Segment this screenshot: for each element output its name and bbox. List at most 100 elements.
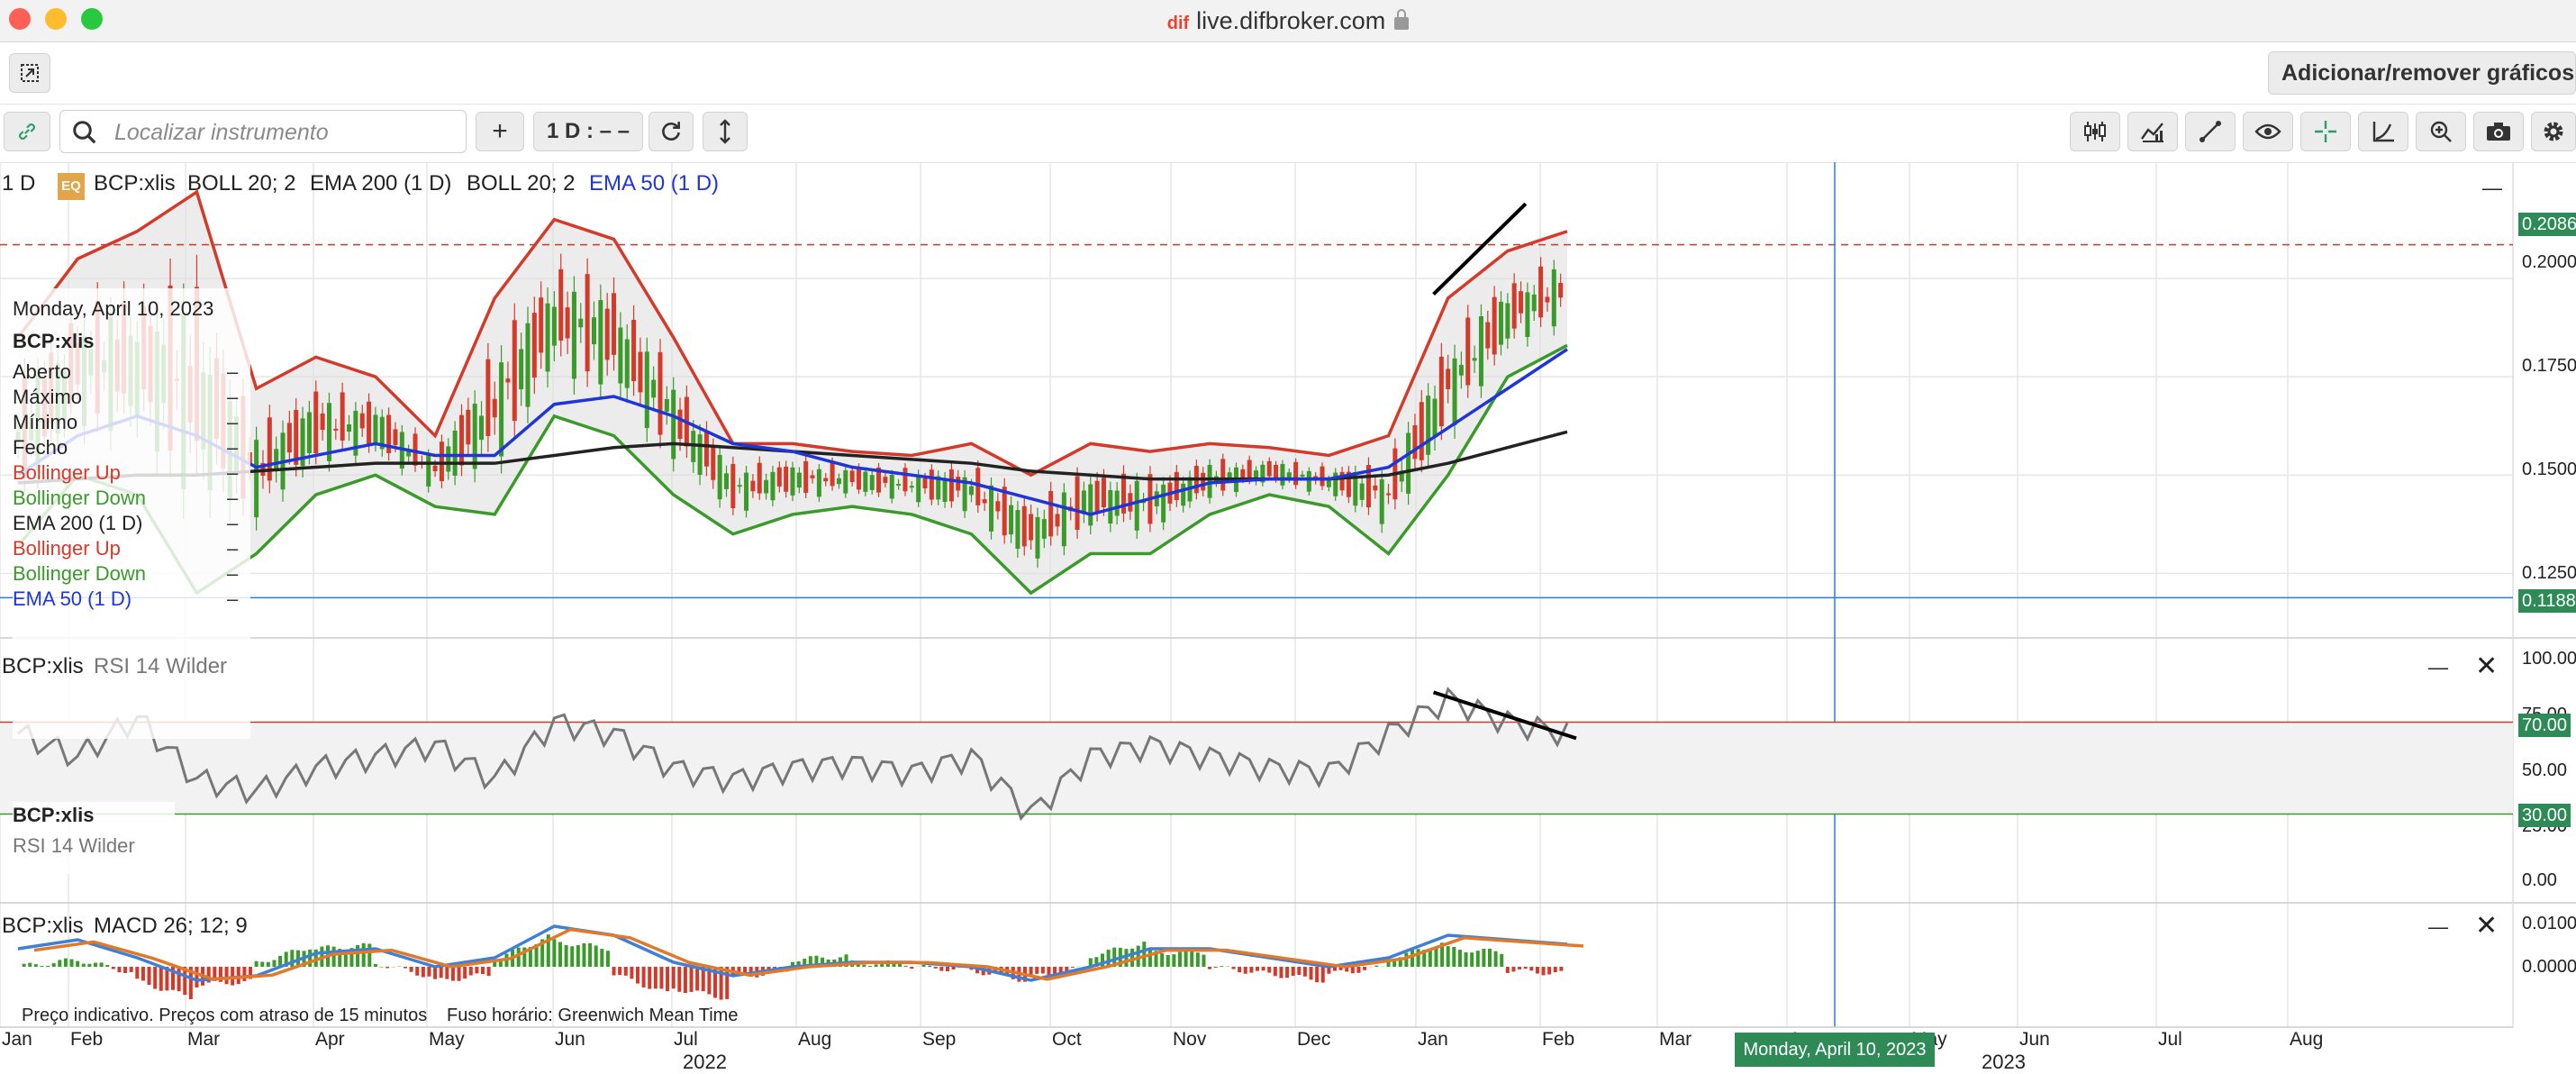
macd-histogram-bar: [1035, 967, 1039, 974]
macd-histogram-bar: [683, 967, 687, 994]
minimize-panel-button[interactable]: —: [2482, 177, 2502, 199]
tooltip-row-value: –: [227, 562, 239, 585]
add-instrument-button[interactable]: +: [476, 112, 524, 151]
candle-body: [869, 475, 875, 490]
macd-histogram-bar: [636, 967, 639, 984]
macd-histogram-bar: [183, 967, 187, 996]
bollinger-up-line: [16, 189, 1568, 478]
candle-body: [942, 478, 948, 502]
tooltip-date: Monday, April 10, 2023: [13, 297, 214, 320]
macd-histogram-bar: [40, 966, 44, 967]
indicators-button[interactable]: [2127, 112, 2178, 151]
rsi-close-button[interactable]: ✕: [2475, 651, 2499, 681]
close-window-button[interactable]: [9, 8, 31, 30]
macd-histogram-bar: [1523, 967, 1528, 969]
candle-body: [479, 415, 485, 441]
screenshot-button[interactable]: [2473, 112, 2524, 151]
add-remove-charts-button[interactable]: Adicionar/remover gráficos: [2268, 51, 2576, 95]
crosshair-icon: [2315, 121, 2336, 142]
macd-histogram-bar: [493, 961, 497, 967]
crosshair-button[interactable]: [2300, 112, 2351, 151]
month-tick: Feb: [70, 1029, 104, 1050]
candle-body: [340, 392, 345, 441]
candle-body: [539, 297, 544, 353]
candle-body: [565, 307, 570, 339]
search-input[interactable]: [113, 116, 458, 149]
macd-histogram-bar: [385, 967, 390, 969]
candle-body: [989, 485, 994, 532]
macd-histogram-bar: [439, 967, 443, 978]
macd-histogram-bar: [1058, 967, 1063, 975]
macd-histogram-bar: [450, 967, 455, 981]
chart-canvas[interactable]: [0, 162, 2576, 1074]
macd-histogram-bar: [1511, 967, 1516, 972]
chart-type-button[interactable]: [2070, 112, 2120, 151]
macd-histogram-bar: [1142, 942, 1147, 967]
candle-body: [1386, 493, 1392, 496]
chart-area[interactable]: 1 D EQ BCP:xlis BOLL 20; 2 EMA 200 (1 D)…: [0, 162, 2576, 1074]
trend-line: [1432, 202, 1528, 296]
candle-body: [909, 486, 914, 488]
macd-histogram-bar: [1088, 958, 1093, 967]
candle-body: [1379, 478, 1384, 524]
macd-histogram-bar: [618, 967, 622, 976]
macd-histogram-bar: [1398, 957, 1402, 967]
collapse-panel-button[interactable]: [9, 53, 50, 93]
macd-histogram-bar: [648, 967, 652, 989]
candle-body: [1432, 398, 1438, 438]
macd-histogram-bar: [206, 967, 211, 983]
candle-body: [1174, 471, 1179, 501]
macd-histogram-bar: [1518, 967, 1522, 969]
candle-body: [962, 477, 967, 512]
bollinger-down-line: [16, 343, 1568, 596]
candle-body: [631, 320, 637, 381]
candle-body: [956, 477, 961, 491]
macd-histogram-bar: [165, 967, 169, 991]
macd-histogram-bar: [1213, 967, 1218, 968]
macd-histogram-bar: [1559, 967, 1564, 971]
macd-histogram-bar: [242, 967, 247, 981]
address-bar[interactable]: dif live.difbroker.com: [0, 0, 2576, 41]
refresh-button[interactable]: [649, 112, 694, 151]
maximize-window-button[interactable]: [81, 8, 103, 30]
zoom-button[interactable]: [2416, 112, 2466, 151]
tooltip-symbol: BCP:xlis: [13, 330, 95, 352]
trendline-icon: [2200, 121, 2221, 142]
macd-tick: 0.0000: [2522, 957, 2576, 977]
month-tick: Jun: [555, 1029, 585, 1050]
macd-histogram-bar: [1070, 967, 1075, 968]
macd-histogram-bar: [1291, 967, 1295, 977]
crosshair-date-badge: Monday, April 10, 2023: [1735, 1033, 1935, 1067]
instrument-search[interactable]: [59, 110, 467, 153]
macd-histogram-bar: [266, 961, 270, 967]
macd-symbol-label: BCP:xlis: [2, 914, 84, 938]
minimize-window-button[interactable]: [45, 8, 67, 30]
tooltip-row-label: Máximo: [13, 386, 83, 408]
candle-body: [1446, 369, 1451, 389]
macd-histogram-bar: [975, 967, 980, 974]
visibility-button[interactable]: [2243, 112, 2293, 151]
macd-histogram-bar: [928, 965, 932, 967]
price-tick: 0.1750: [2522, 356, 2576, 376]
candle-body: [1260, 464, 1265, 483]
macd-histogram-bar: [343, 949, 348, 967]
link-button[interactable]: [4, 112, 50, 151]
rsi-minimize-button[interactable]: —: [2428, 656, 2448, 678]
drawing-tools-button[interactable]: [2185, 112, 2236, 151]
macd-histogram-bar: [361, 942, 366, 967]
candle-body: [770, 471, 776, 501]
candle-body: [1021, 505, 1027, 547]
macd-minimize-button[interactable]: —: [2428, 915, 2448, 938]
interval-selector[interactable]: 1 D : – –: [533, 112, 643, 151]
macd-close-button[interactable]: ✕: [2475, 911, 2499, 941]
macd-histogram-bar: [1302, 967, 1307, 977]
macd-histogram-bar: [1243, 967, 1247, 974]
candle-body: [1114, 490, 1120, 516]
macd-histogram-bar: [1529, 967, 1534, 971]
macd-histogram-bar: [153, 967, 158, 989]
settings-button[interactable]: [2531, 112, 2576, 151]
macd-histogram-bar: [22, 963, 26, 967]
vertical-scale-button[interactable]: [703, 112, 748, 151]
macd-histogram-bar: [46, 965, 50, 967]
axis-scale-button[interactable]: [2358, 112, 2408, 151]
